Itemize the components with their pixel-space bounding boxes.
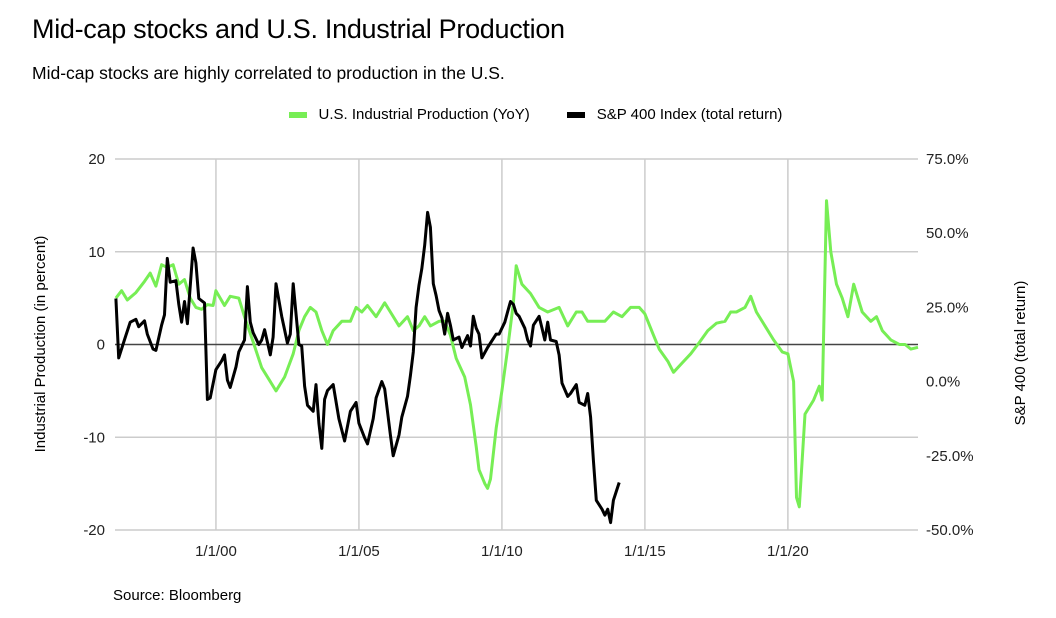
chart-title: Mid-cap stocks and U.S. Industrial Produ… — [32, 14, 565, 44]
legend-item-industrial-production: U.S. Industrial Production (YoY) — [288, 106, 530, 123]
y2-tick-label: -50.0% — [926, 522, 974, 539]
chart-subtitle: Mid-cap stocks are highly correlated to … — [32, 63, 505, 83]
legend: U.S. Industrial Production (YoY) S&P 400… — [0, 106, 1056, 123]
legend-swatch-green — [288, 111, 307, 118]
x-tick-label: 1/1/10 — [481, 543, 523, 560]
x-tick-label: 1/1/20 — [767, 543, 809, 560]
legend-item-sp400: S&P 400 Index (total return) — [566, 106, 783, 123]
series-line-industrial-production — [114, 199, 919, 509]
series-lines — [114, 199, 919, 525]
y2-tick-label: 25.0% — [926, 299, 969, 316]
y2-tick-label: 50.0% — [926, 225, 969, 242]
y-axis-title: Industrial Production (in percent) — [32, 236, 49, 453]
y-tick-label: 0 — [97, 337, 105, 354]
y2-tick-label: 75.0% — [926, 151, 969, 168]
gridlines — [115, 158, 918, 531]
x-axis-ticks: 1/1/00 1/1/05 1/1/10 1/1/15 1/1/20 — [195, 543, 809, 560]
y-tick-label: -10 — [83, 429, 105, 446]
y2-tick-label: -25.0% — [926, 448, 974, 465]
y2-axis-ticks: 75.0% 50.0% 25.0% 0.0% -25.0% -50.0% — [926, 151, 974, 539]
x-tick-label: 1/1/00 — [195, 543, 237, 560]
series-line-sp400 — [114, 210, 621, 525]
x-tick-label: 1/1/15 — [624, 543, 666, 560]
y-tick-label: 20 — [88, 151, 105, 168]
y-tick-label: -20 — [83, 522, 105, 539]
y-axis-ticks: 20 10 0 -10 -20 — [83, 151, 105, 539]
y-tick-label: 10 — [88, 244, 105, 261]
y2-tick-label: 0.0% — [926, 374, 960, 391]
y2-axis-title: S&P 400 (total return) — [1012, 281, 1029, 426]
source-note: Source: Bloomberg — [113, 587, 242, 604]
x-tick-label: 1/1/05 — [338, 543, 380, 560]
legend-label: S&P 400 Index (total return) — [596, 106, 783, 123]
legend-label: U.S. Industrial Production (YoY) — [318, 106, 530, 123]
legend-swatch-black — [566, 111, 585, 118]
